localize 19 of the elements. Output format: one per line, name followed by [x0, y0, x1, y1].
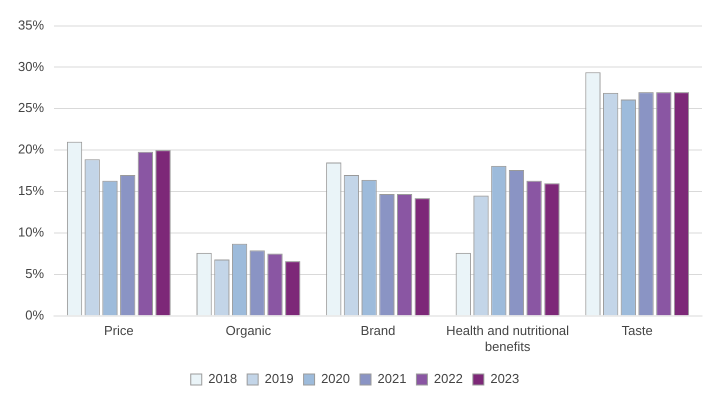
- y-tick-label: 35%: [18, 17, 44, 32]
- legend-label: 2019: [264, 371, 294, 386]
- x-tick-label: Organic: [226, 323, 272, 338]
- y-tick-label: 0%: [25, 307, 44, 322]
- legend-label: 2020: [321, 371, 350, 386]
- x-tick-label: Taste: [622, 323, 653, 338]
- y-tick-label: 5%: [25, 266, 44, 281]
- x-tick-label: Health and nutritional benefits: [446, 323, 570, 354]
- legend-label: 2023: [490, 371, 520, 386]
- y-tick-label: 15%: [18, 183, 44, 198]
- x-tick-label: Price: [104, 323, 134, 338]
- y-tick-label: 30%: [18, 58, 44, 74]
- legend-label: 2022: [434, 371, 463, 386]
- y-tick-label: 20%: [18, 142, 44, 157]
- y-tick-label: 10%: [18, 224, 44, 240]
- legend-label: 2021: [378, 371, 406, 386]
- y-tick-label: 25%: [18, 100, 44, 116]
- legend-label: 2018: [208, 371, 238, 386]
- x-tick-label: Brand: [360, 323, 396, 338]
